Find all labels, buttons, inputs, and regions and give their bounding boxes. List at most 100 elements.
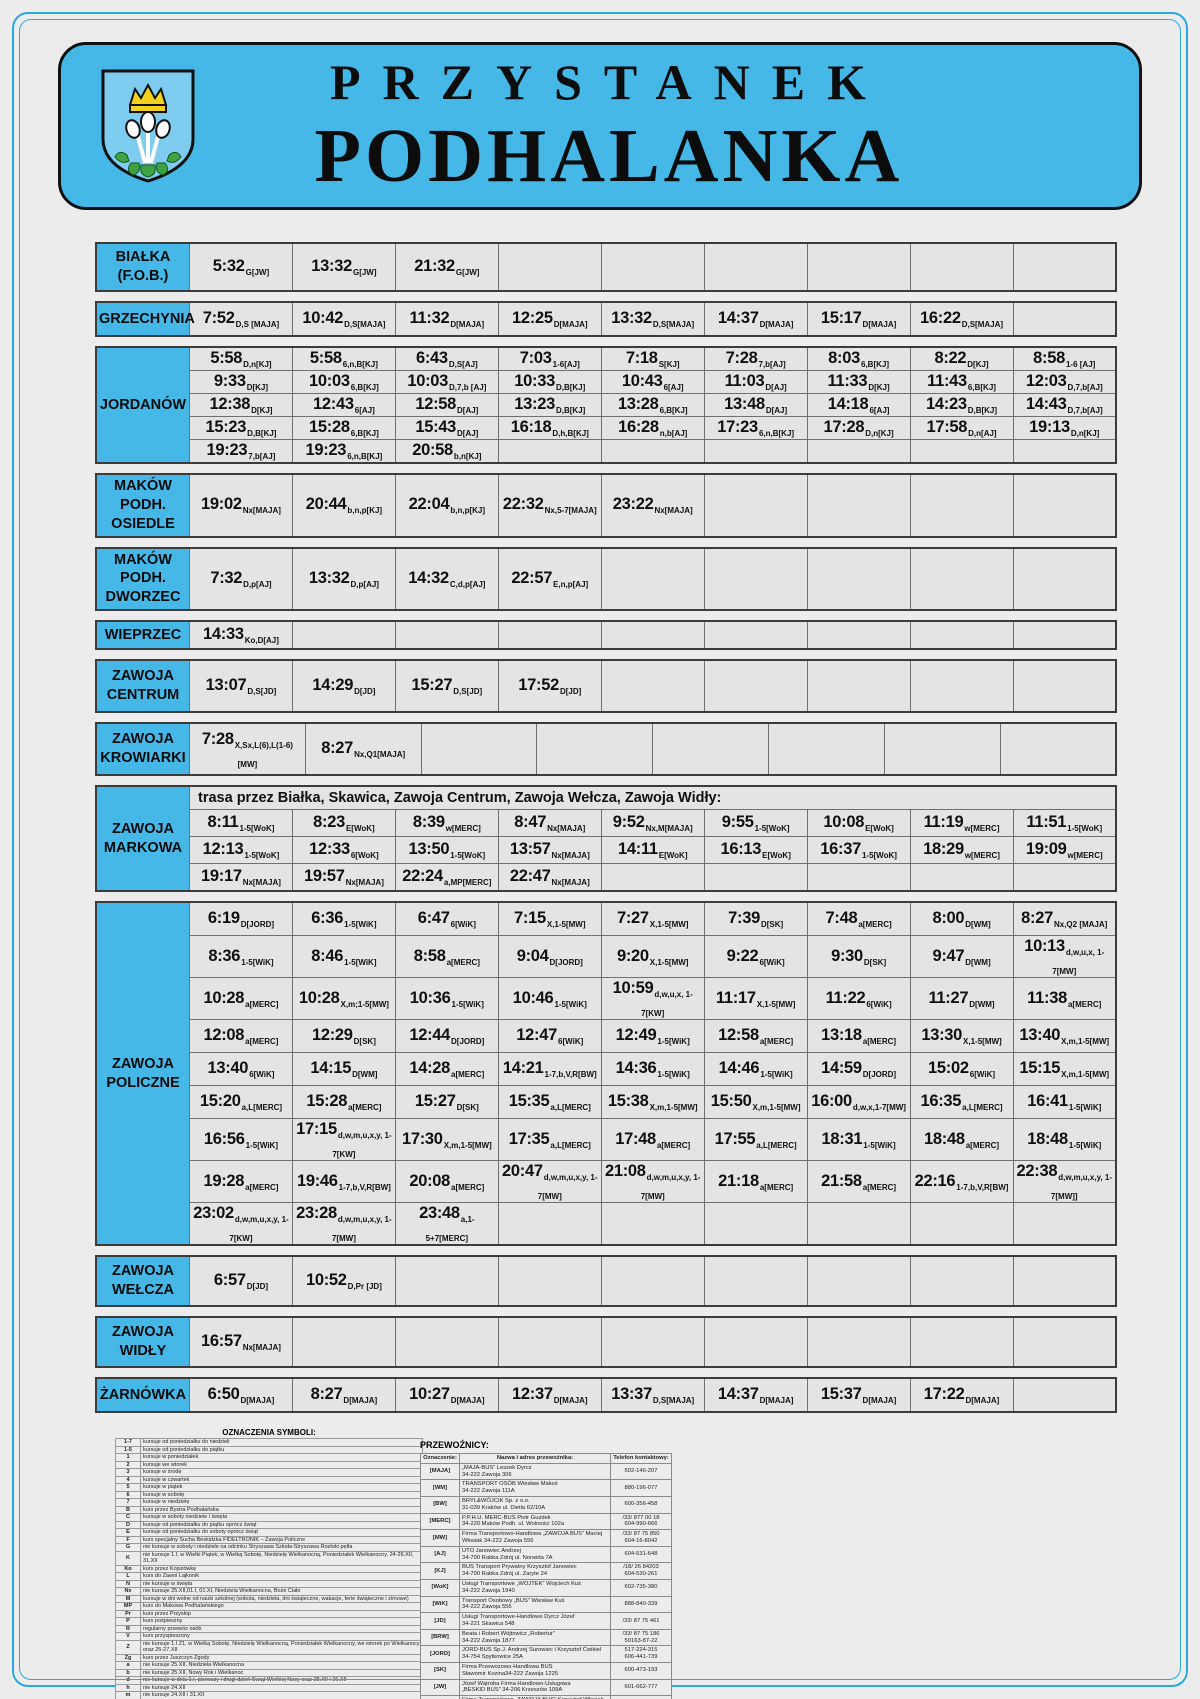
carrier-phone: /33/ 87 75 186 50163-87-22 (610, 1628, 672, 1647)
carrier-code: [KJ] (420, 1562, 460, 1581)
carrier-phone: 600-473-193 (610, 1661, 672, 1680)
empty-cell (909, 620, 1014, 650)
departure-cell: 12:58D[AJ] (394, 393, 499, 417)
departure-cell: 10:036,B[KJ] (291, 370, 396, 394)
empty-cell (909, 1316, 1014, 1368)
page-title-line1: PRZYSTANEK (329, 53, 888, 110)
empty-cell (1012, 1316, 1117, 1368)
legend-symbol: N (115, 1579, 141, 1589)
departure-cell: 10:59d,w,u,x, 1-7[KW] (600, 977, 705, 1021)
legend-symbol: P (115, 1617, 141, 1626)
symbols-legend: OZNACZENIA SYMBOLI: 1-7 kursuje od ponied… (115, 1428, 423, 1699)
empty-cell (600, 1316, 705, 1368)
departure-cell: 5:32G[JW] (189, 242, 293, 292)
legend-description: nie kursuje 24.XII (140, 1683, 423, 1693)
departure-cell: 19:461-7,b,V,R[BW] (291, 1160, 396, 1204)
carrier-name: JORD-BUS Sp.J. Andrzej Surowiec i Krzysz… (459, 1645, 611, 1663)
legend-row: d nie kursuje w dniu 1.I, pierwszy i drug… (115, 1676, 423, 1685)
departure-cell: 21:58a[MERC] (806, 1160, 911, 1204)
empty-cell (1012, 242, 1117, 292)
departure-cell: 7:031-6[AJ] (497, 346, 602, 371)
legend-description: kursuje od poniedziałku do niedzieli (140, 1438, 423, 1447)
carrier-phone: /18/ 26 84203 604-530-261 (610, 1562, 672, 1581)
departure-cell: 21:32G[JW] (394, 242, 499, 292)
empty-cell (806, 1202, 911, 1246)
departure-cell: 22:161-7,b,V,R[BW] (909, 1160, 1014, 1204)
departure-cell: 22:57E,n,p[AJ] (497, 547, 602, 611)
departure-cell: 14:211-7,b,V,R[BW] (497, 1052, 602, 1087)
stop-label-jordanow: JORDANÓW (95, 346, 190, 464)
carrier-row: [JW] Józef Wątroba Firma Handlowo-Usługow… (420, 1678, 672, 1697)
legend-description: kursuje w czwartek (140, 1475, 423, 1485)
departure-cell: 19:237,b[AJ] (189, 439, 293, 464)
departure-cell: 8:58a[MERC] (394, 935, 499, 979)
departure-cell: 11:511-5[WoK] (1012, 809, 1117, 838)
empty-cell (1012, 473, 1117, 538)
departure-cell: 13:57Nx[MAJA] (497, 836, 602, 865)
departure-cell: 10:27D[MAJA] (394, 1377, 499, 1413)
empty-cell (909, 863, 1014, 892)
empty-cell (600, 439, 705, 464)
departure-cell: 16:18D,h,B[KJ] (497, 416, 602, 440)
empty-cell (1012, 659, 1117, 713)
empty-cell (703, 1202, 808, 1246)
departure-cell: 10:436[AJ] (600, 370, 705, 394)
empty-cell (1012, 301, 1117, 337)
departure-cell: 15:17D[MAJA] (806, 301, 911, 337)
legend-row: m nie kursuje 24.XII i 31.XII (115, 1691, 423, 1699)
departure-cell: 19:236,n,B[KJ] (291, 439, 396, 464)
carrier-code: [WiK] (420, 1595, 460, 1614)
carrier-name: Usługi Transportowe-Handlowe Dyrcz Józef… (459, 1612, 611, 1630)
legend-table: 1-7 kursuje od poniedziałku do niedzieli 1… (115, 1438, 423, 1699)
departure-cell: 16:13E[WoK] (703, 836, 808, 865)
empty-cell (497, 1202, 602, 1246)
empty-cell (806, 242, 911, 292)
departure-cell: 11:33D[KJ] (806, 370, 911, 394)
departure-cell: 15:43D[AJ] (394, 416, 499, 440)
departure-cell: 17:35a,L[MERC] (497, 1118, 602, 1162)
departure-cell: 19:13D,n[KJ] (1012, 416, 1117, 440)
legend-description: regularny przewóz osób (140, 1624, 423, 1634)
section-zawoja-policzne: ZAWOJA POLICZNE 6:19D[JORD] 6:361-5[WiK] 6:4… (95, 901, 1117, 1247)
empty-cell (703, 242, 808, 292)
empty-cell (703, 547, 808, 611)
empty-cell (497, 1255, 602, 1307)
legend-description: nie kursuje w soboty i niedziele na odci… (140, 1543, 423, 1552)
departure-cell: 23:02d,w,m,u,x,y, 1-7[KW] (189, 1202, 293, 1246)
departure-cell: 7:287,b[AJ] (703, 346, 808, 371)
legend-row: 1-5 kursuje od poniedziałku do piątku (115, 1445, 423, 1455)
legend-row: Ko kurs przez Kojszówkę (115, 1564, 423, 1574)
section-bialka: BIAŁKA (F.O.B.) 5:32G[JW] 13:32G[JW] 21:32G[… (95, 242, 1117, 292)
departure-cell: 12:436[AJ] (291, 393, 396, 417)
carrier-phone: /33/ 877 00 18 604-990-666 (610, 1512, 672, 1531)
empty-cell (909, 473, 1014, 538)
empty-cell (1012, 620, 1117, 650)
carrier-name: BUS Transport Prywatny Krzysztof Janowie… (459, 1562, 611, 1581)
carrier-code: [AJ] (420, 1545, 460, 1564)
header-banner: PRZYSTANEK PODHALANKA (58, 42, 1142, 210)
empty-cell (652, 722, 770, 776)
departure-cell: 14:29D[JD] (291, 659, 396, 713)
departure-cell: 22:04b,n,p[KJ] (394, 473, 499, 538)
carriers-header: Oznaczenie: (420, 1453, 460, 1464)
departure-cell: 22:32Nx,5-7[MAJA] (497, 473, 602, 538)
departure-cell: 7:52D,S [MAJA] (189, 301, 293, 337)
departure-cell: 13:37D,S[MAJA] (600, 1377, 705, 1413)
legend-description: kurs do Zawoi Lajkonik (140, 1572, 423, 1581)
legend-row: Nx nie kursuje 25.XII,01.I, 01.XI, Niedzi… (115, 1587, 423, 1596)
legend-symbol: V (115, 1632, 141, 1641)
carrier-name: Usługi Transportowe „WOJTEK” Wojciech Ku… (459, 1579, 611, 1597)
section-wieprzec: WIEPRZEC 14:33Ko,D[AJ] (95, 620, 1117, 651)
departure-cell: 5:586,n,B[KJ] (291, 346, 396, 371)
legend-symbol: D (115, 1520, 141, 1530)
departure-cell: 12:08a[MERC] (189, 1019, 293, 1054)
departure-cell: 8:47Nx[MAJA] (497, 809, 602, 838)
legend-symbol: 7 (115, 1498, 141, 1507)
empty-cell (806, 659, 911, 713)
timetable-sections: BIAŁKA (F.O.B.) 5:32G[JW] 13:32G[JW] 21:32G[… (0, 242, 1200, 1414)
carrier-name: UTO Janowiec Andrzej 34-700 Rabka Zdrój … (459, 1545, 611, 1564)
